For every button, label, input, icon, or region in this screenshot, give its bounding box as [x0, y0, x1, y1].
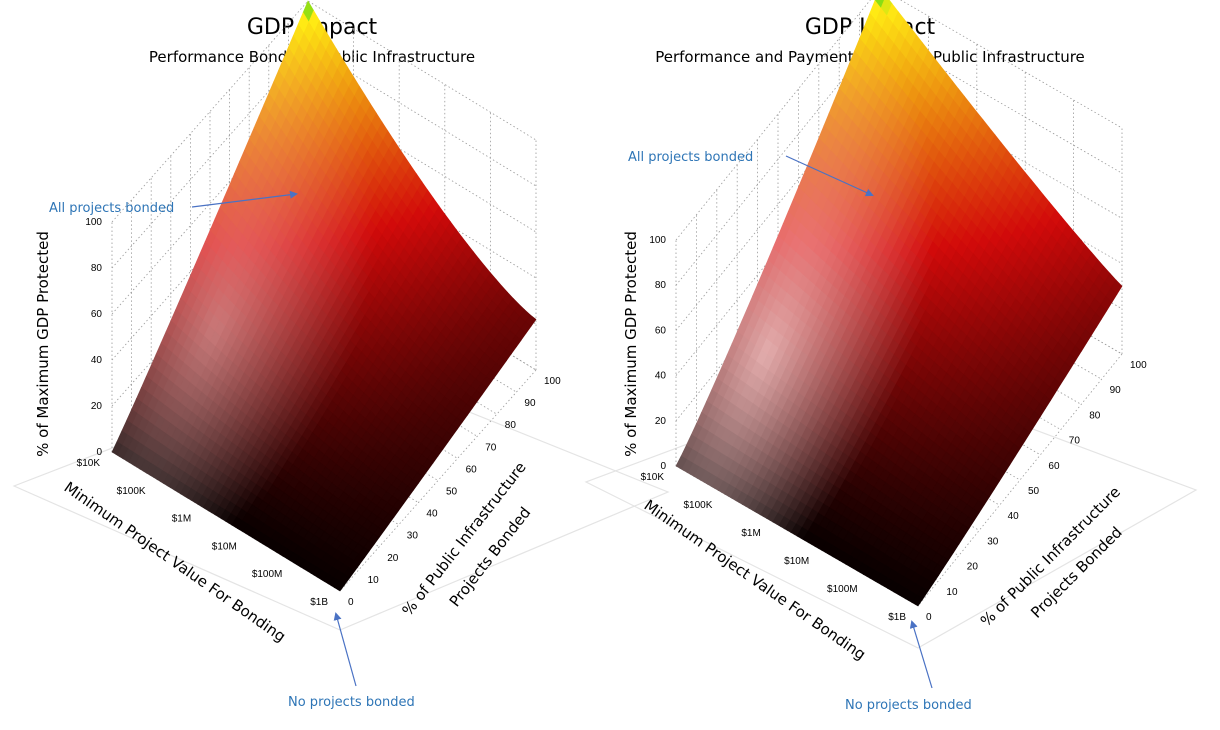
- y-tick-label: 50: [1028, 486, 1040, 497]
- chart-1-surface: [111, 0, 537, 592]
- chart-1-arrow-all: [191, 190, 298, 208]
- z-tick-label: 100: [85, 217, 102, 228]
- chart-1-y-ticks: 0 10 20 30 40 50 60 70 80 90 100: [348, 376, 561, 608]
- y-tick-label: 30: [407, 531, 419, 542]
- y-tick-label: 40: [426, 509, 438, 520]
- grid-line-z: [111, 0, 537, 223]
- y-tick-label: 40: [1008, 511, 1020, 522]
- x-tick-label: $1B: [310, 597, 328, 608]
- z-tick-label: 20: [655, 416, 667, 427]
- chart-1: GDP Impact Performance Bonds on Public I…: [12, 0, 670, 710]
- z-tick-label: 80: [655, 280, 667, 291]
- y-tick-label: 0: [348, 597, 354, 608]
- z-tick-label: 100: [649, 235, 666, 246]
- chart-1-annotation-none: No projects bonded: [288, 695, 415, 710]
- chart-1-x-ticks: $10K $100K $1M $10M $100M $1B: [77, 458, 329, 608]
- chart-1-arrow-none: [333, 612, 357, 687]
- y-tick-label: 60: [466, 464, 478, 475]
- chart-1-zlabel: % of Maximum GDP Protected: [34, 231, 52, 457]
- y-tick-label: 100: [544, 376, 561, 387]
- chart-1-z-ticks: 0 20 40 60 80 100: [85, 217, 102, 458]
- x-tick-label: $100K: [117, 486, 146, 497]
- x-tick-label: $10M: [784, 556, 809, 567]
- y-tick-label: 10: [946, 587, 958, 598]
- y-tick-label: 0: [926, 612, 932, 623]
- z-tick-label: 60: [91, 309, 103, 320]
- z-tick-label: 20: [91, 401, 103, 412]
- y-tick-label: 70: [485, 442, 497, 453]
- grid-line-x-floor: [339, 369, 537, 592]
- y-tick-label: 90: [524, 398, 536, 409]
- chart-2: GDP Impact Performance and Payment Bonds…: [584, 0, 1198, 713]
- chart-2-arrow-all: [785, 155, 874, 197]
- chart-2-annotation-none: No projects bonded: [845, 698, 972, 713]
- x-tick-label: $10K: [641, 472, 665, 483]
- chart-2-surface: [675, 0, 1123, 607]
- chart-2-x-ticks: $10K $100K $1M $10M $100M $1B: [641, 472, 907, 623]
- z-tick-label: 0: [660, 461, 666, 472]
- y-tick-label: 80: [1089, 410, 1101, 421]
- grid-line-z: [111, 138, 537, 361]
- chart-1-annotation-all: All projects bonded: [49, 201, 174, 216]
- chart-2-arrow-none: [909, 620, 933, 689]
- z-tick-label: 80: [91, 263, 103, 274]
- y-tick-label: 10: [368, 575, 380, 586]
- z-tick-label: 0: [96, 447, 102, 458]
- grid-line-z: [675, 0, 1123, 241]
- x-tick-label: $1M: [741, 528, 760, 539]
- surface-patch: [333, 580, 346, 592]
- y-tick-label: 60: [1048, 461, 1060, 472]
- x-tick-label: $1M: [172, 514, 191, 525]
- y-tick-label: 50: [446, 487, 458, 498]
- grid-line-z: [111, 92, 537, 315]
- chart-2-annotation-all: All projects bonded: [628, 150, 753, 165]
- y-tick-label: 80: [505, 420, 517, 431]
- x-tick-label: $10K: [77, 458, 101, 469]
- chart-2-y-ticks: 0 10 20 30 40 50 60 70 80 90 100: [926, 360, 1147, 623]
- z-tick-label: 40: [91, 355, 103, 366]
- y-tick-label: 20: [967, 562, 979, 573]
- y-tick-label: 70: [1069, 436, 1081, 447]
- x-tick-label: $100M: [827, 584, 858, 595]
- surface-patch: [911, 594, 924, 607]
- x-tick-label: $100K: [683, 500, 712, 511]
- chart-2-zlabel: % of Maximum GDP Protected: [622, 231, 640, 457]
- y-tick-label: 20: [387, 553, 399, 564]
- x-tick-label: $100M: [252, 569, 283, 580]
- y-tick-label: 30: [987, 536, 999, 547]
- chart-2-z-ticks: 0 20 40 60 80 100: [649, 235, 666, 472]
- y-tick-label: 90: [1110, 385, 1122, 396]
- z-tick-label: 60: [655, 325, 667, 336]
- y-tick-label: 100: [1130, 360, 1147, 371]
- x-tick-label: $10M: [212, 541, 237, 552]
- z-tick-label: 40: [655, 371, 667, 382]
- grid-line-z: [111, 46, 537, 269]
- x-tick-label: $1B: [888, 612, 906, 623]
